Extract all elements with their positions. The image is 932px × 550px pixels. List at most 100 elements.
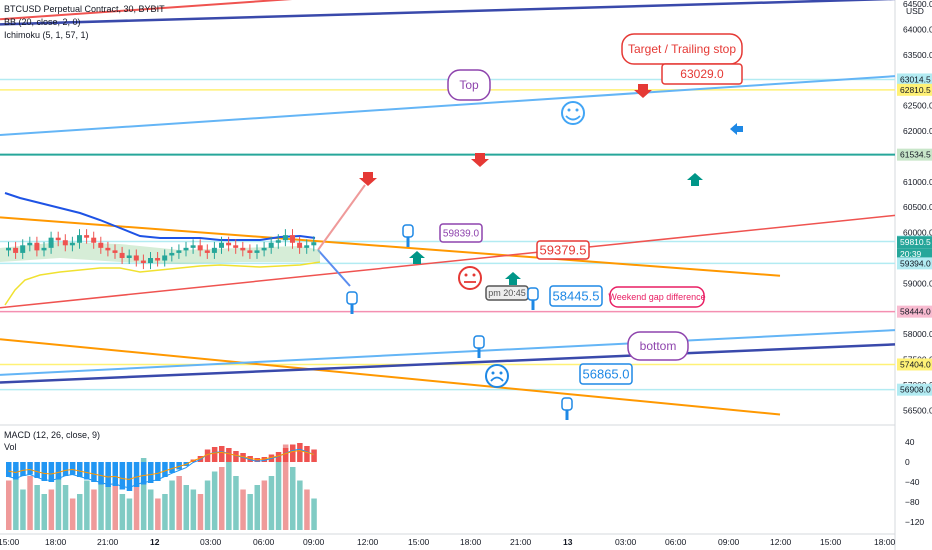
trendline-lightblue-upper: [0, 75, 896, 137]
projection-down: [317, 249, 351, 287]
macd-tick-label: −80: [905, 497, 920, 507]
macd-histogram-bar: [311, 449, 317, 462]
time-tick-label: 18:00: [460, 537, 482, 547]
volume-bar: [233, 476, 239, 530]
price-tag-bg: [897, 73, 932, 86]
candle: [233, 245, 239, 248]
candle: [41, 247, 47, 251]
time-tick-label: 15:00: [820, 537, 842, 547]
arrow-left-icon: [730, 123, 743, 135]
volume-bar: [6, 480, 12, 530]
volume-bar: [290, 467, 296, 530]
time-tick-label: 13: [563, 537, 573, 547]
candle: [219, 242, 224, 248]
volume-bar: [140, 458, 147, 530]
legend-vol: Vol: [4, 442, 17, 452]
candle: [261, 247, 267, 251]
price-tick-label: 61000.0: [903, 177, 932, 187]
smiley-happy-icon-eye: [575, 108, 579, 112]
candle: [126, 255, 132, 258]
hand-pointer-icon: [346, 291, 358, 305]
time-tick-label: 06:00: [253, 537, 275, 547]
volume-bar: [126, 498, 133, 530]
volume-bar: [261, 480, 268, 530]
candle: [268, 242, 274, 248]
time-tick-label: 12:00: [770, 537, 792, 547]
price-tick-label: 63500.0: [903, 50, 932, 60]
legend-symbol: BTCUSD Perpetual Contract, 30, BYBIT: [4, 4, 165, 14]
volume-bar: [183, 485, 189, 530]
price-tag: 58444.0: [900, 307, 931, 317]
price-note-59379: 59379.5: [540, 243, 587, 258]
price-note-63029-box: [661, 63, 743, 85]
candle: [105, 247, 111, 251]
trendline-lightblue-lower: [0, 329, 896, 376]
macd-histogram-bar: [84, 462, 90, 480]
legend-ichimoku: Ichimoku (5, 1, 57, 1): [4, 30, 89, 40]
macd-histogram-bar: [162, 462, 168, 477]
macd-histogram-bar: [112, 462, 118, 486]
time-tick-label: 03:00: [200, 537, 222, 547]
macd-histogram-bar: [233, 451, 239, 462]
candle: [148, 258, 153, 264]
volume-bar: [219, 467, 225, 530]
callout-top-box: [447, 69, 491, 101]
price-tag-bg: [897, 383, 932, 396]
time-tick-label: 12: [150, 537, 160, 547]
macd-histogram-bar: [226, 448, 232, 462]
price-note-59839: 59839.0: [443, 229, 480, 240]
volume-bar: [268, 476, 275, 530]
candle: [84, 235, 90, 238]
macd-histogram-bar: [290, 444, 296, 462]
volume-bar: [169, 480, 175, 530]
candle: [112, 250, 118, 253]
candle: [133, 255, 139, 261]
price-tag-bg: [897, 257, 932, 270]
volume-bar: [13, 467, 19, 530]
price-note-58445-box: [549, 285, 603, 307]
price-tick-label: 64500.0: [903, 0, 932, 9]
candle: [27, 242, 33, 246]
price-tick-label: 64000.0: [903, 24, 932, 34]
price-tick-label: 56500.0: [903, 405, 932, 415]
smiley-sad-icon: [485, 364, 509, 388]
candle: [183, 247, 189, 251]
macd-histogram-bar: [155, 462, 161, 481]
volume-bar: [112, 485, 118, 530]
trendline-blue-top: [0, 0, 896, 26]
candle: [6, 247, 11, 251]
candle: [20, 245, 26, 253]
macd-histogram-bar: [98, 462, 104, 485]
candle: [297, 242, 303, 248]
macd-histogram-bar: [133, 462, 140, 487]
volume-bar: [247, 494, 253, 530]
smiley-happy-icon: [561, 101, 585, 125]
volume-bar: [55, 471, 62, 530]
candle: [311, 242, 317, 246]
macd-tick-label: −40: [905, 477, 920, 487]
price-note-59839-box: [439, 223, 483, 243]
callout-bottom-box: [627, 331, 689, 361]
smiley-sad-icon-eye: [499, 371, 503, 375]
price-tick-label: 62000.0: [903, 126, 932, 136]
candle: [226, 242, 232, 246]
smiley-sad-icon-eye: [491, 371, 495, 375]
macd-histogram-bar: [105, 462, 111, 487]
volume-bar: [155, 498, 161, 530]
time-tick-label: 06:00: [665, 537, 687, 547]
macd-histogram-bar: [91, 462, 97, 482]
macd-histogram-bar: [55, 462, 62, 480]
time-tick-label: 15:00: [408, 537, 430, 547]
volume-bar: [176, 476, 182, 530]
volume-bar: [275, 458, 282, 530]
projection-up: [317, 184, 366, 251]
macd-histogram-bar: [62, 462, 69, 476]
macd-histogram-bar: [261, 457, 268, 462]
candle: [176, 250, 182, 253]
legend-macd: MACD (12, 26, close, 9): [4, 430, 101, 440]
macd-histogram-bar: [126, 462, 133, 491]
macd-histogram-bar: [219, 446, 225, 462]
macd-tick-label: 40: [905, 437, 915, 447]
macd-line: [8, 448, 314, 489]
